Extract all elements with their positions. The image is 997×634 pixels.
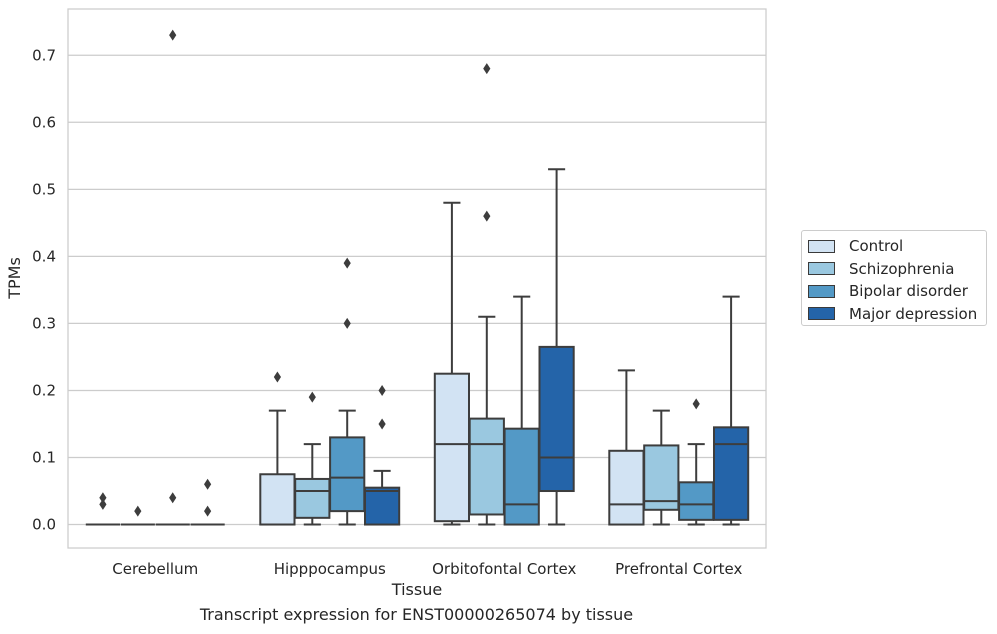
- outlier-point: [169, 492, 177, 504]
- legend-swatch: [808, 239, 835, 253]
- box-0-2: [155, 29, 190, 526]
- box-body: [433, 372, 471, 523]
- outlier-point: [308, 391, 316, 403]
- box-body: [503, 427, 540, 526]
- box-1-3: [363, 384, 401, 526]
- legend-label: Major depression: [849, 304, 978, 323]
- x-tick-label: Orbitofontal Cortex: [432, 560, 576, 578]
- x-tick-label: Cerebellum: [112, 560, 198, 578]
- outlier-point: [378, 418, 386, 430]
- outlier-point: [99, 498, 107, 510]
- legend: Control Schizophrenia Bipolar disorder Majo…: [801, 230, 987, 326]
- box-2-3: [538, 168, 575, 526]
- outlier-point: [204, 478, 212, 490]
- y-tick-label: 0.5: [32, 180, 56, 198]
- box-body: [294, 477, 331, 519]
- box-2-2: [503, 295, 540, 526]
- box-body: [468, 417, 505, 516]
- box-body: [329, 436, 366, 513]
- box-body: [643, 444, 680, 511]
- outlier-point: [273, 371, 281, 383]
- box-0-1: [120, 505, 155, 526]
- box-0-0: [85, 492, 121, 526]
- legend-swatch: [808, 307, 835, 321]
- boxes: [85, 29, 750, 526]
- outlier-point: [483, 63, 491, 75]
- outlier-point: [204, 505, 212, 517]
- x-tick-label: Prefrontal Cortex: [615, 560, 742, 578]
- box-3-0: [608, 369, 645, 526]
- y-tick-label: 0.7: [32, 46, 56, 64]
- y-tick-label: 0.4: [32, 247, 56, 265]
- box-2-0: [433, 201, 471, 526]
- legend-item: Control: [802, 235, 986, 258]
- y-tick-label: 0.2: [32, 381, 56, 399]
- gridlines: [68, 54, 766, 526]
- y-tick-label: 0.0: [32, 516, 56, 534]
- chart-caption: Transcript expression for ENST0000026507…: [199, 605, 634, 624]
- legend-item: Major depression: [802, 303, 986, 326]
- outlier-point: [99, 492, 107, 504]
- box-0-3: [190, 478, 225, 526]
- box-1-1: [294, 391, 331, 526]
- x-axis-ticks: Cerebellum Hipppocampus Orbitofontal Corte…: [112, 560, 742, 578]
- legend-item: Bipolar disorder: [802, 280, 986, 303]
- x-tick-label: Hipppocampus: [274, 560, 386, 578]
- outlier-point: [483, 210, 491, 222]
- box-body: [678, 481, 715, 521]
- x-axis-label: Tissue: [391, 580, 442, 599]
- y-axis-label: TPMs: [5, 257, 24, 300]
- y-axis-ticks: 0.0 0.1 0.2 0.3 0.4 0.5 0.6 0.7: [32, 46, 56, 533]
- y-tick-label: 0.3: [32, 314, 56, 332]
- box-body: [259, 473, 296, 526]
- outlier-point: [134, 505, 142, 517]
- legend-swatch: [808, 262, 835, 276]
- legend-swatch: [808, 284, 835, 298]
- legend-label: Control: [849, 237, 904, 256]
- box-3-2: [678, 398, 715, 526]
- box-1-0: [259, 371, 296, 526]
- box-body: [608, 449, 645, 526]
- box-3-1: [643, 409, 680, 526]
- box-2-1: [468, 63, 505, 526]
- outlier-point: [343, 257, 351, 269]
- box-3-3: [712, 295, 750, 526]
- outlier-point: [378, 384, 386, 396]
- legend-label: Bipolar disorder: [849, 282, 968, 301]
- box-body: [538, 345, 575, 493]
- box-body: [363, 486, 401, 526]
- box-body: [712, 426, 750, 521]
- box-1-2: [329, 257, 366, 526]
- outlier-point: [169, 29, 177, 41]
- outlier-point: [343, 317, 351, 329]
- legend-item: Schizophrenia: [802, 258, 986, 281]
- y-tick-label: 0.6: [32, 113, 56, 131]
- legend-label: Schizophrenia: [849, 259, 955, 278]
- plot-frame: [67, 8, 767, 549]
- y-tick-label: 0.1: [32, 448, 56, 466]
- outlier-point: [692, 398, 700, 410]
